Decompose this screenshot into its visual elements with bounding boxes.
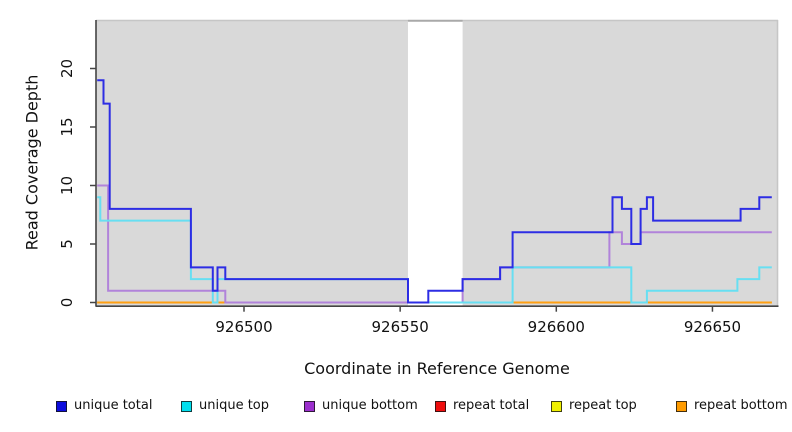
y-tick-label: 5	[58, 239, 76, 249]
series-line-unique-total	[97, 79, 772, 304]
y-tick-label: 15	[58, 117, 76, 136]
x-tick-label: 926650	[684, 318, 741, 336]
x-tick-label: 926600	[528, 318, 585, 336]
y-tick-label: 0	[58, 298, 76, 308]
x-tick-label: 926550	[372, 318, 429, 336]
y-tick-label: 10	[58, 176, 76, 195]
x-tick-label: 926500	[215, 318, 272, 336]
masked-region	[407, 21, 463, 306]
x-axis-title: Coordinate in Reference Genome	[304, 359, 570, 378]
y-axis-title: Read Coverage Depth	[22, 74, 42, 251]
y-tick-label: 20	[58, 59, 76, 78]
